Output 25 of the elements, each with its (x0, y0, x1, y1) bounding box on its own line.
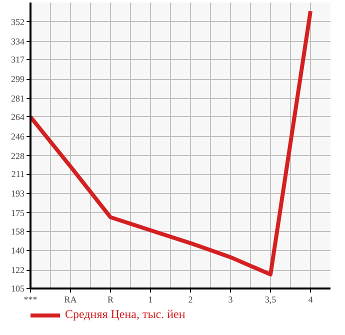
y-tick-label: 281 (11, 94, 24, 104)
x-tick-label: *** (24, 294, 38, 304)
x-tick-label: RA (64, 294, 78, 304)
y-tick-label: 175 (11, 208, 25, 218)
x-tick-label: 2 (188, 294, 193, 304)
y-tick-label: 264 (11, 112, 25, 122)
y-tick-label: 193 (11, 188, 25, 199)
y-tick-label: 334 (11, 36, 25, 46)
x-tick-label: 3 (228, 294, 234, 304)
y-tick-label: 352 (11, 16, 24, 27)
x-tick-label: R (108, 294, 114, 304)
y-tick-label: 122 (11, 265, 24, 276)
y-tick-label: 105 (11, 284, 25, 294)
legend-label: Средняя Цена, тыс. йен (65, 307, 186, 322)
line-series (30, 9, 312, 276)
y-tick-label: 211 (11, 169, 25, 180)
y-tick-label: 317 (11, 54, 25, 65)
x-tick-label: 3,5 (264, 294, 277, 304)
x-tick-label: 1 (148, 294, 153, 304)
y-tick-label: 158 (11, 226, 25, 236)
y-tick-label: 140 (11, 246, 25, 256)
y-tick-label: 246 (11, 131, 25, 142)
x-tick-label: 4 (308, 294, 314, 304)
y-tick-label: 228 (11, 150, 25, 161)
y-tick-label: 299 (11, 74, 25, 84)
